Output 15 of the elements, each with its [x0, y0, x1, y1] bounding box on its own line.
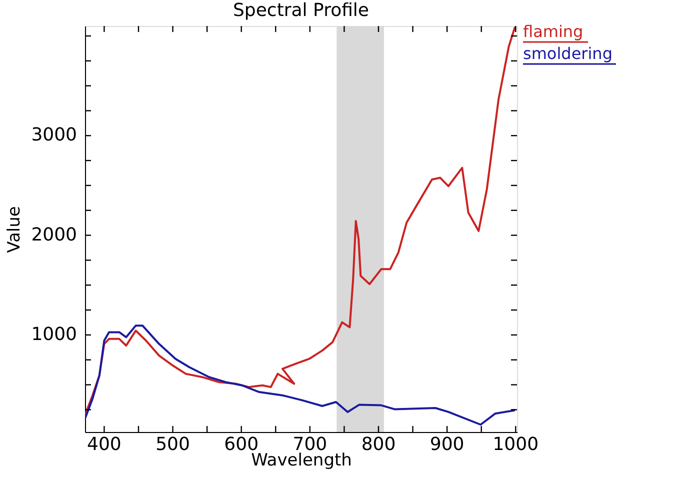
x-tick-label: 400 — [87, 434, 122, 455]
x-tick-label: 900 — [430, 434, 464, 455]
y-tick-label: 3000 — [31, 124, 77, 146]
x-tick-label: 800 — [361, 434, 396, 455]
text: smoldering — [523, 44, 612, 63]
chart-title: Spectral Profile — [232, 0, 370, 21]
series-label: flaming — [523, 22, 584, 41]
y-axis-title: Value — [4, 206, 24, 253]
x-axis-title: Wavelength — [251, 450, 352, 470]
y-tick-label: 1000 — [31, 324, 77, 345]
line-series — [85, 26, 516, 416]
x-tick-label: 500 — [156, 434, 190, 455]
x-tick-label: 1000 — [492, 434, 539, 455]
line-series — [85, 324, 516, 426]
y-tick-label: 2000 — [31, 224, 77, 246]
